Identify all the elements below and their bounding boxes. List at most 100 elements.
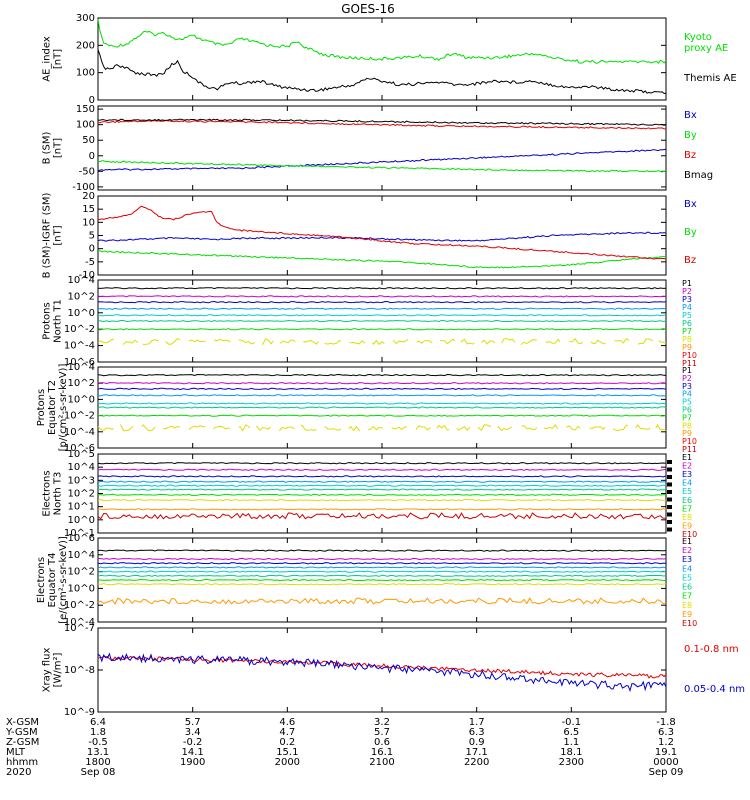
legend-entry: P4 xyxy=(682,390,692,399)
y-tick-label: 10^1 xyxy=(68,502,95,513)
legend-entry: P7 xyxy=(682,413,692,422)
y-tick-label: 10^5 xyxy=(68,449,95,460)
legend-kyoto: Kyoto xyxy=(684,32,712,43)
y-tick-label: 200 xyxy=(76,40,95,51)
edge-marker xyxy=(667,520,672,524)
legend-entry: P5 xyxy=(682,398,692,407)
panel-frame xyxy=(97,105,667,191)
legend-entry: E4 xyxy=(682,479,692,488)
legend-entry: E3 xyxy=(682,555,692,564)
y-axis-label: B (SM)-IGRF (SM) xyxy=(42,193,53,279)
y-tick-label: 10^2 xyxy=(68,291,95,302)
y-axis-label: North T1 xyxy=(53,299,64,343)
y-tick-label: 0 xyxy=(89,95,95,106)
y-axis-label: [p/(cm²-s-sr-keV)] xyxy=(58,364,69,452)
y-axis-label: [e/(cm²-s-sr-keV)] xyxy=(58,536,69,624)
series-line xyxy=(97,488,667,491)
series-line xyxy=(98,382,667,385)
ephemeris-value: 13.1 xyxy=(87,747,109,758)
ephemeris-value: 15.1 xyxy=(276,747,298,758)
legend-entry: P8 xyxy=(682,335,692,344)
y-axis-label: B (SM) xyxy=(42,131,53,164)
ephemeris-value: -1.8 xyxy=(656,717,676,728)
panel-frame xyxy=(97,627,667,713)
y-axis-label: Protons xyxy=(36,389,47,426)
series-line xyxy=(97,49,667,95)
y-tick-label: 5 xyxy=(89,231,95,242)
ephemeris-value: 3.4 xyxy=(185,727,201,738)
y-axis-label: Xray flux xyxy=(42,648,53,693)
ephemeris-value: -0.1 xyxy=(562,717,582,728)
y-tick-label: 10^4 xyxy=(68,362,95,373)
y-tick-label: 10^-4 xyxy=(64,427,95,438)
legend-entry: E7 xyxy=(682,592,692,601)
ephemeris-value: 6.3 xyxy=(658,727,674,738)
series-line xyxy=(97,574,667,577)
series-line xyxy=(97,566,667,569)
legend-entry: By xyxy=(684,130,697,141)
edge-marker xyxy=(667,505,672,509)
legend-entry: E5 xyxy=(682,487,692,496)
ephemeris-value: 1.1 xyxy=(563,737,579,748)
ephemeris-value: 16.1 xyxy=(371,747,393,758)
legend-entry: P1 xyxy=(682,279,692,288)
y-tick-label: 10^-9 xyxy=(64,707,95,718)
legend-proxy-ae: proxy AE xyxy=(684,43,728,54)
ephemeris-value: 5.7 xyxy=(374,727,390,738)
legend-entry: P9 xyxy=(682,429,692,438)
ephemeris-value: 0.2 xyxy=(279,737,295,748)
series-line xyxy=(98,119,666,130)
legend-entry: P2 xyxy=(682,287,692,296)
y-tick-label: 0 xyxy=(89,151,95,162)
series-line xyxy=(97,508,667,511)
ephemeris-value: 19.1 xyxy=(655,747,677,758)
legend-entry: P11 xyxy=(682,359,697,368)
legend-entry: By xyxy=(684,227,697,238)
ephemeris-row-label: hhmm xyxy=(6,757,38,768)
series-line xyxy=(97,319,667,323)
y-axis-label: Electrons xyxy=(42,470,53,516)
series-line xyxy=(97,562,667,565)
ephemeris-value: 1.2 xyxy=(658,737,674,748)
series-line xyxy=(97,373,667,377)
ephemeris-value: 2200 xyxy=(464,757,489,768)
y-axis-label: [nT] xyxy=(53,49,64,69)
series-line xyxy=(97,557,667,561)
ephemeris-value: 4.7 xyxy=(279,727,295,738)
edge-marker xyxy=(667,482,672,487)
series-line xyxy=(97,387,667,391)
series-line xyxy=(97,19,667,65)
series-line xyxy=(97,493,667,496)
y-tick-label: 10^6 xyxy=(68,533,95,544)
ephemeris-value: 17.1 xyxy=(466,747,488,758)
y-axis-label: Equator T2 xyxy=(47,380,58,435)
ephemeris-value: Sep 09 xyxy=(649,767,684,778)
legend-entry: E5 xyxy=(682,573,692,582)
legend-entry: E1 xyxy=(682,537,692,546)
legend-entry: Bz xyxy=(684,150,696,161)
plot-title: GOES-16 xyxy=(341,2,395,16)
legend-entry: E4 xyxy=(682,564,692,573)
series-line xyxy=(97,480,667,483)
y-tick-label: 100 xyxy=(76,68,95,79)
y-tick-label: 10^-8 xyxy=(64,665,95,676)
y-tick-label: 150 xyxy=(76,104,95,115)
legend-entry: P10 xyxy=(682,351,697,360)
legend-entry: E9 xyxy=(682,610,692,619)
ephemeris-row-label: MLT xyxy=(6,747,26,758)
y-tick-label: 10^4 xyxy=(68,550,95,561)
ephemeris-row-label: Z-GSM xyxy=(6,737,39,748)
ephemeris-value: -0.5 xyxy=(88,737,108,748)
y-tick-label: 10^4 xyxy=(68,462,95,473)
legend-entry: P8 xyxy=(682,421,692,430)
y-axis-label: [nT] xyxy=(53,138,64,158)
series-line xyxy=(97,328,667,331)
series-line xyxy=(97,314,667,317)
y-tick-label: -50 xyxy=(79,166,95,177)
series-line xyxy=(97,414,667,417)
edge-marker xyxy=(667,490,672,494)
series-line xyxy=(97,160,667,173)
ephemeris-value: 2100 xyxy=(369,757,394,768)
